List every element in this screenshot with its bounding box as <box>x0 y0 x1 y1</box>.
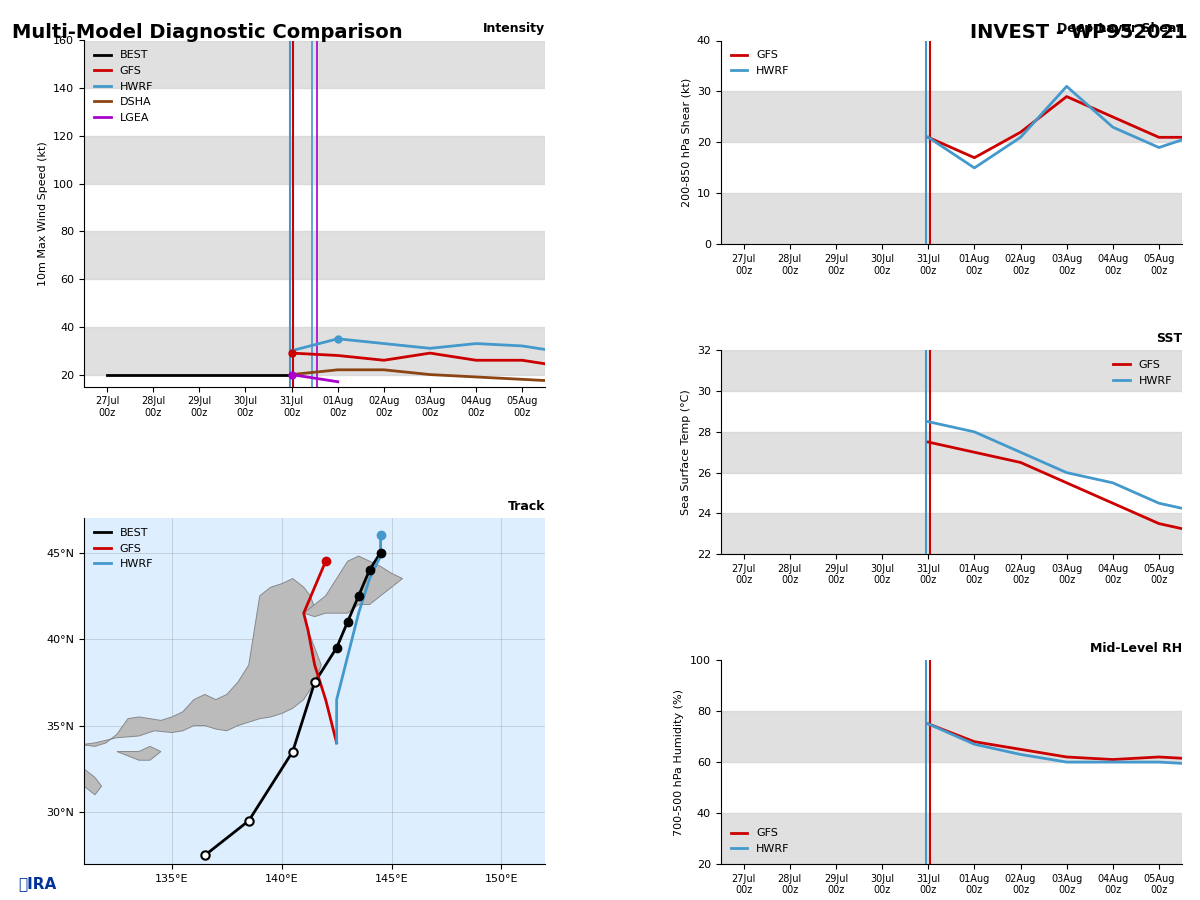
Y-axis label: 200-850 hPa Shear (kt): 200-850 hPa Shear (kt) <box>682 77 691 207</box>
Polygon shape <box>304 556 402 617</box>
Legend: GFS, HWRF: GFS, HWRF <box>1109 356 1176 391</box>
Bar <box>721 350 1182 392</box>
Bar <box>721 513 1182 554</box>
Y-axis label: 700-500 hPa Humidity (%): 700-500 hPa Humidity (%) <box>674 688 684 835</box>
Polygon shape <box>62 769 102 795</box>
Text: Track: Track <box>508 500 545 513</box>
Y-axis label: 10m Max Wind Speed (kt): 10m Max Wind Speed (kt) <box>37 141 48 286</box>
Text: ⓒIRA: ⓒIRA <box>18 876 56 891</box>
Text: SST: SST <box>1156 332 1182 345</box>
Text: INVEST - WP952021: INVEST - WP952021 <box>971 22 1188 41</box>
Bar <box>721 813 1182 864</box>
Bar <box>721 92 1182 142</box>
Legend: BEST, GFS, HWRF, DSHA, LGEA: BEST, GFS, HWRF, DSHA, LGEA <box>90 46 157 127</box>
Text: Mid-Level RH: Mid-Level RH <box>1090 642 1182 655</box>
Legend: GFS, HWRF: GFS, HWRF <box>726 46 794 80</box>
Bar <box>721 194 1182 244</box>
Bar <box>84 136 545 184</box>
Legend: BEST, GFS, HWRF: BEST, GFS, HWRF <box>90 524 157 573</box>
Bar <box>84 40 545 88</box>
Polygon shape <box>116 746 161 760</box>
Polygon shape <box>0 660 52 734</box>
Bar <box>84 327 545 374</box>
Bar <box>721 432 1182 473</box>
Bar <box>84 231 545 279</box>
Text: Deep-Layer Shear: Deep-Layer Shear <box>1056 22 1182 35</box>
Y-axis label: Sea Surface Temp (°C): Sea Surface Temp (°C) <box>682 390 691 515</box>
Polygon shape <box>82 579 322 746</box>
Bar <box>721 711 1182 762</box>
Text: Intensity: Intensity <box>484 22 545 35</box>
Text: Multi-Model Diagnostic Comparison: Multi-Model Diagnostic Comparison <box>12 22 403 41</box>
Legend: GFS, HWRF: GFS, HWRF <box>726 824 794 859</box>
